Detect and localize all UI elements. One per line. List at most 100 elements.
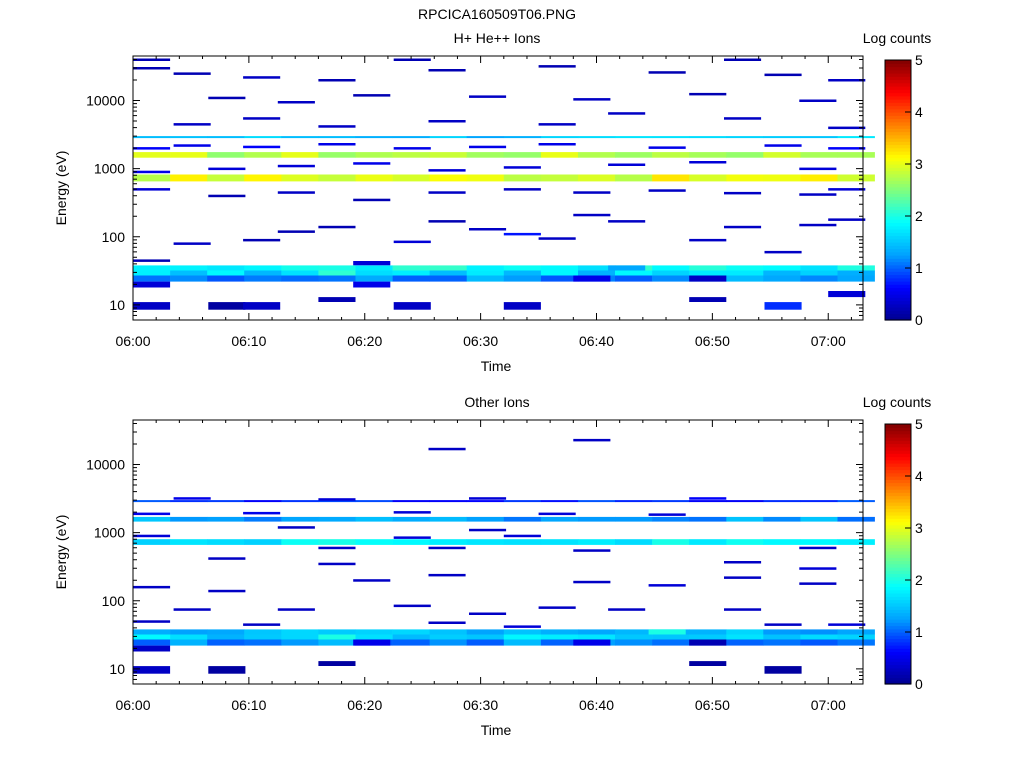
band-cell <box>540 275 579 282</box>
colorbar-segment <box>885 99 911 103</box>
band-cell <box>578 174 616 182</box>
colorbar-segment <box>885 141 911 146</box>
colorbar-segment <box>885 128 911 133</box>
y-axis-label: Energy (eV) <box>53 515 69 590</box>
band-cell <box>392 275 430 282</box>
colorbar-segment <box>885 482 911 487</box>
line-segment <box>133 259 171 262</box>
band-cell <box>392 265 430 271</box>
line-segment <box>573 580 611 584</box>
band-cell <box>133 174 171 182</box>
colorbar-segment <box>885 248 911 253</box>
band-cell <box>800 270 838 276</box>
band-cell <box>318 500 356 503</box>
line-segment <box>503 166 541 169</box>
heatmap-cell <box>208 666 246 674</box>
line-segment <box>353 94 391 97</box>
colorbar-tick-label: 5 <box>915 52 923 68</box>
colorbar-segment <box>885 498 911 503</box>
line-segment <box>243 511 281 515</box>
line-segment <box>243 117 281 120</box>
line-segment <box>469 528 507 532</box>
line-segment <box>469 145 507 149</box>
band-cell <box>763 270 801 276</box>
band-cell <box>503 539 542 545</box>
colorbar-segment <box>885 651 911 656</box>
line-segment <box>318 562 356 566</box>
band-cell <box>837 275 875 282</box>
band-cell <box>726 270 764 276</box>
line-segment <box>277 164 315 168</box>
colorbar-segment <box>885 147 911 152</box>
band-cell <box>133 136 171 139</box>
line-segment <box>828 623 866 626</box>
band-cell <box>170 275 208 282</box>
band-cell <box>244 136 282 139</box>
line-segment <box>799 567 837 570</box>
colorbar-segment <box>885 560 911 565</box>
colorbar-segment <box>885 599 911 604</box>
band-cell <box>170 136 208 139</box>
line-segment <box>828 218 866 221</box>
band-cell <box>726 275 764 282</box>
band-cell <box>652 275 690 282</box>
band-cell <box>281 152 319 158</box>
band-cell <box>763 539 801 545</box>
band-cell <box>726 539 764 545</box>
line-segment <box>353 162 391 165</box>
band-cell <box>763 516 801 522</box>
colorbar-segment <box>885 667 911 672</box>
heatmap-cell <box>318 297 356 302</box>
band-cell <box>800 516 838 522</box>
colorbar-segment <box>885 437 911 441</box>
heatmap-cell <box>764 302 802 310</box>
heatmap-cell <box>243 302 281 310</box>
band-cell <box>763 629 801 635</box>
heatmap-cell <box>353 281 391 288</box>
line-segment <box>764 144 802 147</box>
band-cell <box>207 270 245 276</box>
band-cell <box>652 265 690 271</box>
figure-title: RPCICA160509T06.PNG <box>418 6 576 22</box>
colorbar-segment <box>885 554 911 558</box>
band-cell <box>689 634 727 640</box>
colorbar-segment <box>885 112 911 116</box>
band-cell <box>837 639 875 646</box>
band-cell <box>652 136 690 139</box>
band-cell <box>244 152 282 158</box>
band-cell <box>503 629 542 635</box>
band-cell <box>652 539 690 545</box>
line-segment <box>764 623 802 626</box>
band-cell <box>763 136 801 139</box>
line-segment <box>724 117 762 120</box>
band-cell <box>244 539 282 545</box>
line-segment <box>648 189 686 192</box>
band-cell <box>318 265 356 271</box>
heatmap-cell <box>318 661 356 666</box>
heatmap-cell <box>764 666 802 674</box>
x-tick-label: 06:10 <box>231 697 266 713</box>
band-cell <box>578 629 616 635</box>
band-cell <box>133 634 171 640</box>
colorbar-segment <box>885 677 911 682</box>
band-cell <box>503 275 542 282</box>
band-cell <box>207 639 245 646</box>
band-cell <box>281 539 319 545</box>
colorbar-segment <box>885 225 911 230</box>
band-cell <box>244 516 282 522</box>
colorbar-segment <box>885 446 911 451</box>
colorbar-segment <box>885 108 911 113</box>
colorbar-segment <box>885 212 911 217</box>
band-cell <box>503 634 542 640</box>
band-cell <box>503 136 542 139</box>
colorbar-segment <box>885 567 911 571</box>
y-axis: 10 100 1000 10000 <box>86 422 863 685</box>
line-segment <box>648 71 686 74</box>
band-cell <box>281 174 319 182</box>
line-segment <box>277 230 315 233</box>
band-cell <box>652 634 690 640</box>
x-tick-label: 06:40 <box>579 697 614 713</box>
colorbar-segment <box>885 541 911 545</box>
colorbar-segment <box>885 69 911 74</box>
band-cell <box>615 500 653 503</box>
